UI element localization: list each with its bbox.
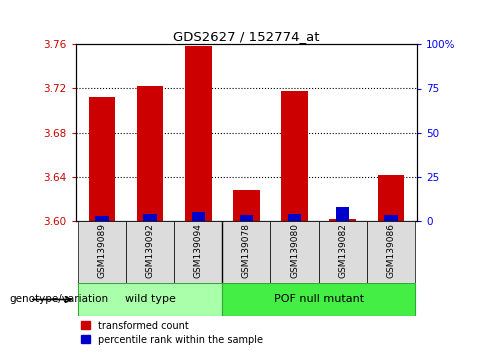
Bar xyxy=(95,216,109,221)
Bar xyxy=(384,215,398,221)
Bar xyxy=(185,46,212,221)
Text: genotype/variation: genotype/variation xyxy=(10,295,109,304)
Bar xyxy=(223,283,415,316)
Bar xyxy=(240,215,253,221)
Bar xyxy=(143,214,157,221)
Bar xyxy=(126,221,174,283)
Bar xyxy=(192,212,205,221)
Text: GSM139078: GSM139078 xyxy=(242,223,251,278)
Bar xyxy=(137,86,163,221)
Text: GSM139080: GSM139080 xyxy=(290,223,299,278)
Text: GSM139092: GSM139092 xyxy=(146,223,155,278)
Text: GSM139086: GSM139086 xyxy=(386,223,395,278)
Text: GSM139094: GSM139094 xyxy=(194,223,203,278)
Bar xyxy=(78,221,126,283)
Bar xyxy=(329,219,356,221)
Text: POF null mutant: POF null mutant xyxy=(274,295,364,304)
Bar xyxy=(366,221,415,283)
Bar xyxy=(78,283,223,316)
Bar xyxy=(270,221,319,283)
Bar xyxy=(319,221,366,283)
Bar xyxy=(223,221,270,283)
Bar xyxy=(233,190,260,221)
Title: GDS2627 / 152774_at: GDS2627 / 152774_at xyxy=(173,30,320,43)
Bar xyxy=(89,97,115,221)
Bar xyxy=(336,207,349,221)
Text: wild type: wild type xyxy=(125,295,176,304)
Bar xyxy=(174,221,223,283)
Text: GSM139082: GSM139082 xyxy=(338,223,347,278)
Bar xyxy=(281,91,308,221)
Legend: transformed count, percentile rank within the sample: transformed count, percentile rank withi… xyxy=(81,321,263,344)
Bar xyxy=(288,214,301,221)
Text: GSM139089: GSM139089 xyxy=(98,223,106,278)
Bar xyxy=(378,175,404,221)
